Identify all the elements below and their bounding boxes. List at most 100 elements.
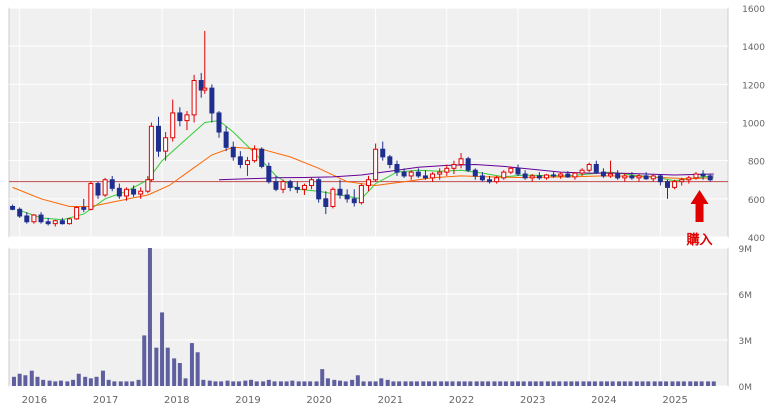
volume-bar: [350, 379, 355, 386]
candle-body: [657, 175, 663, 183]
volume-bar: [515, 381, 520, 386]
candle-body: [636, 175, 642, 179]
candle-body: [316, 179, 322, 200]
volume-bar: [236, 381, 241, 386]
candle-body: [565, 173, 571, 178]
candle-body: [529, 175, 535, 179]
volume-bar: [189, 343, 194, 386]
candle-body: [408, 171, 414, 177]
volume-bar: [314, 381, 319, 386]
volume-bar: [65, 381, 70, 386]
candle-body: [237, 156, 243, 165]
x-tick-label: 2024: [591, 395, 616, 406]
candle-body: [686, 177, 692, 181]
x-tick-label: 2020: [306, 395, 331, 406]
volume-bar: [456, 381, 461, 386]
volume-bar: [503, 381, 508, 386]
volume-bar: [462, 381, 467, 386]
candle-body: [536, 175, 542, 179]
volume-bar: [617, 381, 622, 386]
volume-bar: [373, 381, 378, 386]
candle-body: [10, 205, 16, 210]
candle-body: [522, 173, 528, 179]
candle-body: [380, 148, 386, 158]
volume-bar: [604, 381, 609, 386]
candle-body: [301, 184, 307, 190]
volume-bar: [521, 381, 526, 386]
candle-body: [344, 194, 350, 200]
price-y-tick-label: 1000: [742, 120, 765, 130]
volume-bar: [325, 378, 330, 386]
candle-body: [102, 179, 108, 196]
candle-body: [280, 181, 286, 190]
candle-body: [81, 206, 87, 210]
volume-bar: [254, 381, 259, 386]
volume-bar: [486, 381, 491, 386]
candle-body: [451, 163, 457, 169]
candle-body: [138, 190, 144, 195]
candle-body: [273, 181, 279, 190]
x-tick-label: 2017: [93, 395, 118, 406]
candle-body: [479, 175, 485, 181]
volume-bar: [147, 248, 152, 386]
volume-bar: [17, 373, 22, 386]
candle-body: [501, 171, 507, 179]
price-y-tick-label: 600: [748, 196, 765, 206]
volume-bar: [355, 375, 360, 386]
x-tick-label: 2018: [164, 395, 189, 406]
candle-body: [444, 167, 450, 173]
volume-bar: [498, 381, 503, 386]
candle-body: [387, 156, 393, 165]
volume-bar: [302, 381, 307, 386]
candle-body: [198, 80, 204, 91]
volume-bar: [474, 381, 479, 386]
candle-body: [170, 112, 176, 139]
volume-bar: [53, 381, 58, 386]
candle-body: [366, 179, 371, 186]
candle-body: [216, 112, 222, 133]
candle-body: [679, 179, 685, 183]
price-y-tick-label: 1200: [742, 81, 765, 91]
price-y-tick-label: 800: [748, 158, 765, 168]
volume-bar: [106, 379, 111, 386]
volume-bar: [201, 379, 206, 386]
volume-bar: [11, 376, 16, 386]
volume-bar: [480, 381, 485, 386]
candle-body: [373, 148, 379, 181]
volume-bar: [587, 381, 592, 386]
candle-body: [415, 171, 421, 177]
volume-bar: [29, 370, 34, 386]
volume-bar: [444, 381, 449, 386]
volume-bar: [551, 381, 556, 386]
volume-bar: [622, 381, 627, 386]
candle-body: [202, 87, 208, 91]
volume-bar: [278, 381, 283, 386]
candle-body: [622, 175, 628, 179]
candle-body: [330, 188, 336, 207]
candle-body: [145, 179, 151, 192]
volume-bar: [610, 381, 615, 386]
candle-body: [394, 163, 400, 173]
volume-bar: [693, 381, 698, 386]
candle-body: [323, 198, 329, 207]
candle-body: [693, 173, 699, 179]
volume-bar: [658, 381, 663, 386]
candle-body: [74, 206, 80, 220]
volume-bar: [219, 381, 224, 386]
volume-bar: [652, 381, 657, 386]
candle-body: [508, 167, 514, 173]
candle-body: [487, 179, 493, 183]
candle-body: [148, 125, 154, 181]
candle-body: [337, 188, 343, 196]
volume-bar: [284, 381, 289, 386]
volume-bar: [385, 379, 390, 386]
volume-bar: [243, 380, 248, 386]
candle-body: [223, 131, 229, 148]
volume-bar: [213, 381, 218, 386]
volume-bar: [379, 378, 384, 386]
candle-body: [209, 87, 215, 114]
volume-bar: [599, 381, 604, 386]
candle-body: [184, 114, 190, 122]
volume-bar: [397, 381, 402, 386]
